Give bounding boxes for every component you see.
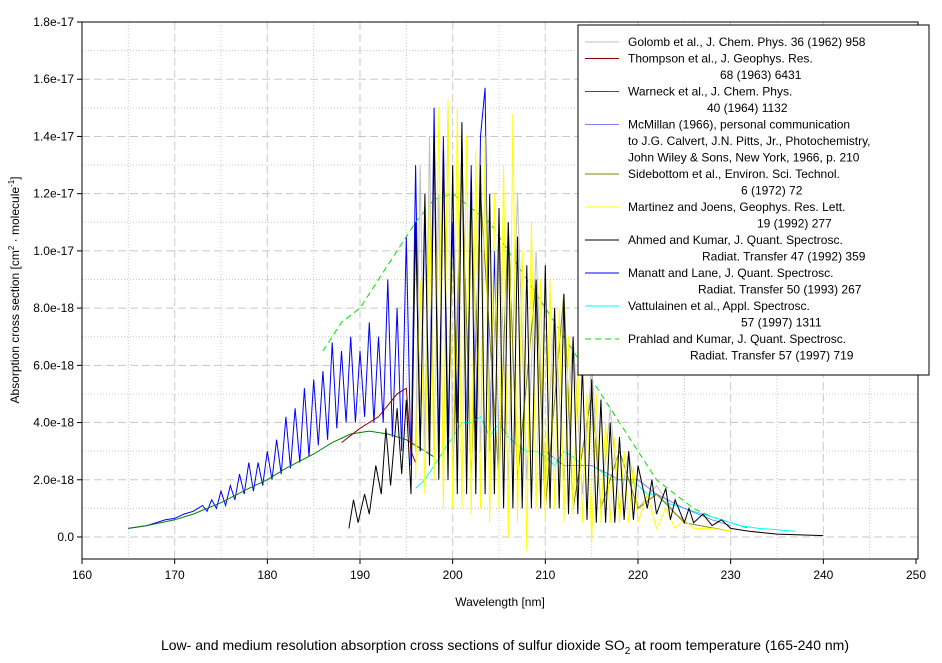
y-tick-label: 1.0e-17: [33, 244, 74, 258]
legend-label: to J.G. Calvert, J.N. Pitts, Jr., Photoc…: [628, 134, 871, 148]
legend-label: 68 (1963) 6431: [720, 68, 802, 82]
y-tick-label: 1.6e-17: [33, 72, 74, 86]
legend-label: Ahmed and Kumar, J. Quant. Spectrosc.: [628, 233, 843, 247]
x-tick-label: 180: [257, 568, 277, 582]
series-line-mcmillan: [544, 450, 731, 527]
x-tick-label: 240: [813, 568, 833, 582]
y-tick-label: 0.0: [57, 530, 74, 544]
legend-label: 19 (1992) 277: [757, 217, 832, 231]
series-line-manatt-and-lane: [128, 87, 500, 529]
y-tick-label: 8.0e-18: [33, 301, 74, 315]
legend-label: 57 (1997) 1311: [741, 316, 822, 330]
y-tick-label: 1.8e-17: [33, 15, 74, 29]
x-tick-label: 250: [906, 568, 926, 582]
y-tick-label: 4.0e-18: [33, 416, 74, 430]
legend-label: Radiat. Transfer 47 (1992) 359: [702, 250, 866, 264]
series-line-thompson-et-al: [341, 387, 417, 463]
y-tick-label: 1.2e-17: [33, 187, 74, 201]
y-tick-label: 6.0e-18: [33, 358, 74, 372]
ticks: 160 170 180 190 200 210 220 230 240 250 0.0 2.0e-18…: [33, 15, 926, 582]
series-line-ahmed-and-kumar: [348, 122, 824, 537]
legend-label: 40 (1964) 1132: [707, 101, 788, 115]
legend-label: Vattulainen et al., Appl. Spectrosc.: [628, 299, 810, 313]
legend-label: Warneck et al., J. Chem. Phys.: [628, 85, 792, 99]
legend-label: Radiat. Transfer 57 (1997) 719: [690, 349, 854, 363]
series-line-warneck-et-al: [128, 430, 435, 529]
legend-label: Sidebottom et al., Environ. Sci. Technol…: [628, 167, 840, 181]
x-tick-label: 170: [165, 568, 185, 582]
legend-label: Thompson et al., J. Geophys. Res.: [628, 52, 813, 66]
legend-label: 6 (1972) 72: [741, 184, 803, 198]
legend-label: Manatt and Lane, J. Quant. Spectrosc.: [628, 266, 833, 280]
series-group: [128, 87, 824, 552]
legend-label: McMillan (1966), personal communication: [628, 118, 850, 132]
legend-label: John Wiley & Sons, New York, 1966, p. 21…: [628, 151, 860, 165]
legend: Golomb et al., J. Chem. Phys. 36 (1962) …: [577, 24, 930, 376]
x-tick-label: 160: [72, 568, 92, 582]
x-tick-label: 220: [628, 568, 648, 582]
y-tick-label: 2.0e-18: [33, 473, 74, 487]
x-tick-label: 230: [721, 568, 741, 582]
legend-label: Golomb et al., J. Chem. Phys. 36 (1962) …: [628, 35, 866, 49]
legend-label: Radiat. Transfer 50 (1993) 267: [698, 283, 862, 297]
legend-label: Martinez and Joens, Geophys. Res. Lett.: [628, 200, 845, 214]
x-tick-label: 200: [443, 568, 463, 582]
y-axis-label: Absorption cross section [cm2 · molecule…: [7, 176, 22, 403]
x-tick-label: 190: [350, 568, 370, 582]
legend-box: [577, 24, 930, 376]
legend-label: Prahlad and Kumar, J. Quant. Spectrosc.: [628, 332, 846, 346]
x-axis-label: Wavelength [nm]: [455, 595, 545, 609]
chart-caption: Low- and medium resolution absorption cr…: [161, 637, 849, 657]
series-line-martinez-and-joens: [415, 99, 731, 552]
y-tick-label: 1.4e-17: [33, 129, 74, 143]
x-tick-label: 210: [535, 568, 555, 582]
